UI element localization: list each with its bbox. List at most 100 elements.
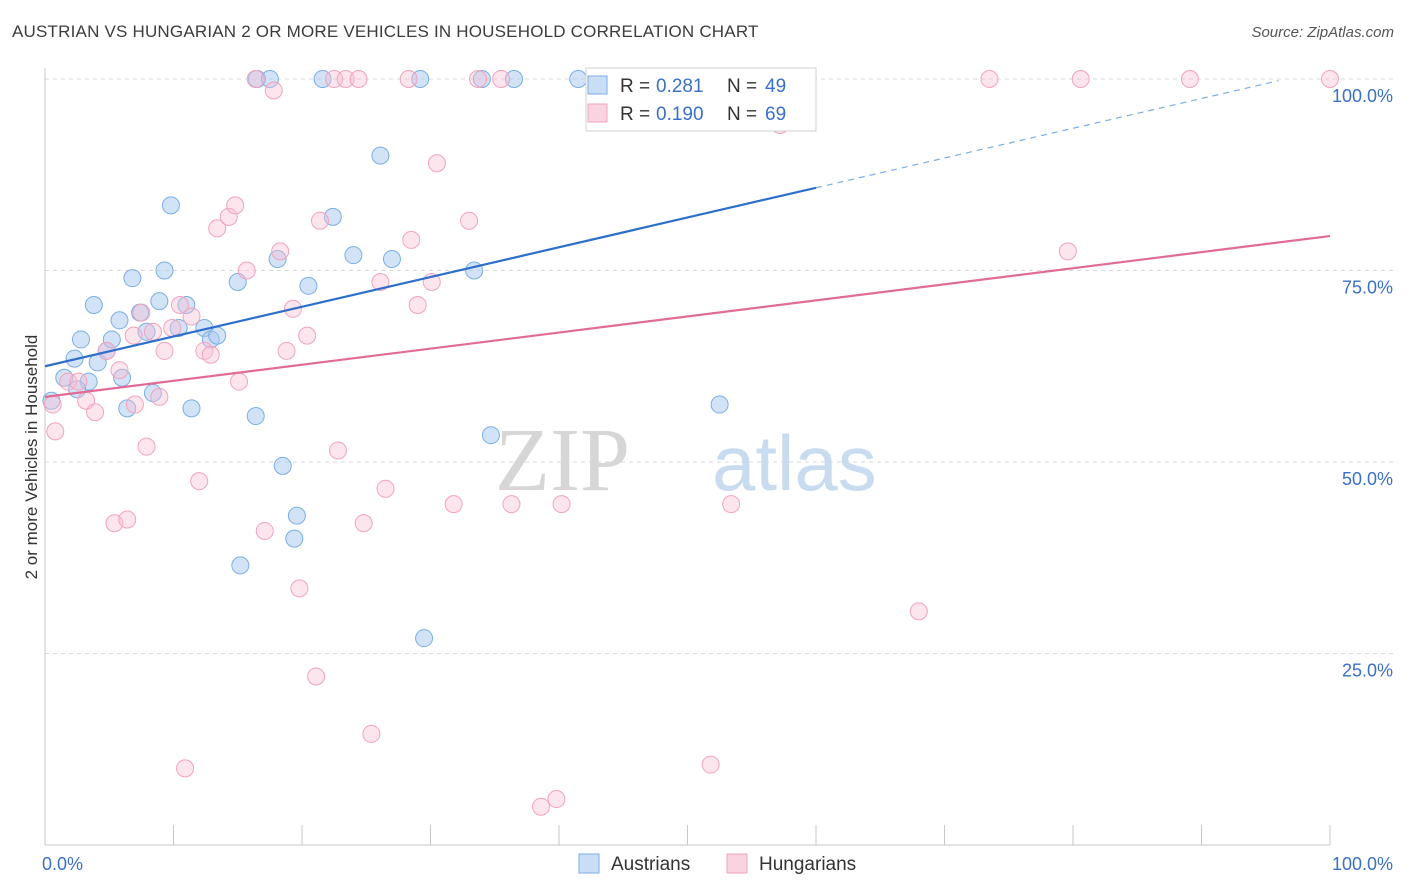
hungarian-point [255, 521, 274, 540]
austrian-point [231, 556, 250, 575]
hungarian-point [246, 70, 265, 88]
y-tick-label: 75.0% [1342, 278, 1393, 298]
hungarian-point [59, 372, 78, 391]
hungarian-point [46, 422, 65, 441]
hungarian-point [86, 403, 105, 422]
hungarian-point [460, 211, 479, 230]
austrians-trend-line [44, 186, 817, 368]
r-value: 0.281 [656, 76, 704, 97]
hungarian-point [208, 219, 227, 238]
hungarian-point [110, 361, 129, 380]
austrian-point [169, 318, 188, 337]
chart-title: AUSTRIAN VS HUNGARIAN 2 OR MORE VEHICLES… [12, 22, 759, 41]
r-label: R = [620, 76, 650, 97]
austrian-point [285, 529, 304, 548]
hungarian-point [701, 755, 720, 774]
r-label: R = [620, 104, 650, 125]
hungarian-point [237, 261, 256, 280]
hungarian-point [69, 372, 88, 391]
hungarian-point [310, 211, 329, 230]
hungarian-point [226, 196, 245, 215]
hungarian-point [277, 341, 296, 360]
hungarian-point [137, 437, 156, 456]
austrian-point [344, 246, 363, 265]
hungarians-legend-swatch [587, 103, 608, 123]
hungarian-point [371, 272, 390, 291]
n-label: N = [727, 104, 757, 125]
hungarian-point [182, 307, 201, 326]
x-tick-label: 100.0% [1332, 854, 1393, 874]
y-tick-label: 25.0% [1342, 661, 1393, 681]
trend-lines [44, 80, 1331, 398]
axes [44, 68, 1331, 846]
hungarian-point [402, 230, 421, 249]
austrian-point [150, 292, 169, 311]
hungarian-point [190, 472, 209, 491]
y-axis-label: 2 or more Vehicles in Household [22, 335, 41, 580]
hungarian-point [722, 495, 741, 514]
austrian-point [481, 426, 500, 445]
austrian-point [155, 261, 174, 280]
austrian-point [260, 70, 279, 88]
watermark-zip: ZIP [495, 411, 630, 510]
hungarian-point [502, 495, 521, 514]
austrian-point [71, 330, 90, 349]
source-credit: Source: ZipAtlas.com [1251, 24, 1394, 41]
austrian-point [371, 146, 390, 165]
stats-legend: R = 0.281 N = 49 R = 0.190 N = 69 [585, 67, 817, 132]
austrian-point [182, 399, 201, 418]
hungarian-point [1058, 242, 1077, 261]
n-value: 69 [765, 104, 786, 125]
hungarian-point [328, 441, 347, 460]
hungarians-legend-label: Hungarians [759, 854, 856, 875]
hungarian-point [143, 322, 162, 341]
austrian-point [472, 70, 491, 88]
austrian-point [382, 250, 401, 269]
hungarian-point [264, 81, 283, 100]
austrian-point [287, 506, 306, 525]
hungarian-point [1071, 70, 1090, 88]
hungarian-point [132, 303, 151, 322]
y-tick-label: 50.0% [1342, 469, 1393, 489]
hungarian-point [399, 70, 418, 88]
x-tick-label: 0.0% [42, 854, 83, 874]
hungarians-trend-line [44, 234, 1331, 398]
hungarian-point [298, 326, 317, 345]
hungarian-point [492, 70, 511, 88]
hungarian-point [362, 724, 381, 743]
hungarian-point [307, 667, 326, 686]
austrian-point [246, 407, 265, 426]
hungarian-point [532, 797, 551, 816]
hungarian-point [118, 510, 137, 529]
tick-labels: 25.0% 50.0% 75.0% 100.0% 0.0% 100.0% [42, 86, 1393, 874]
hungarian-point [150, 387, 169, 406]
hungarian-point [980, 70, 999, 88]
r-value: 0.190 [656, 104, 704, 125]
hungarian-point [444, 495, 463, 514]
austrians-trend-extension [815, 80, 1279, 189]
austrian-point [415, 629, 434, 648]
austrian-point [299, 276, 318, 295]
austrian-point [102, 330, 121, 349]
austrian-point [84, 295, 103, 314]
austrians-legend-marker [578, 853, 600, 874]
hungarian-point [125, 395, 144, 414]
austrians-legend-label: Austrians [611, 854, 690, 875]
hungarian-point [230, 372, 249, 391]
series-legend: Austrians Hungarians [578, 853, 856, 875]
hungarian-point [271, 242, 290, 261]
austrian-point [208, 326, 227, 345]
austrian-point [161, 196, 180, 215]
watermark-atlas: atlas [712, 419, 877, 507]
austrian-point [710, 395, 729, 414]
hungarian-point [176, 759, 195, 778]
n-value: 49 [765, 76, 786, 97]
y-tick-label: 100.0% [1332, 86, 1393, 106]
hungarian-point [427, 154, 446, 173]
hungarian-point [1321, 70, 1339, 88]
hungarian-point [552, 495, 571, 514]
austrian-point [273, 456, 292, 475]
n-label: N = [727, 76, 757, 97]
hungarians-legend-marker [726, 853, 748, 874]
